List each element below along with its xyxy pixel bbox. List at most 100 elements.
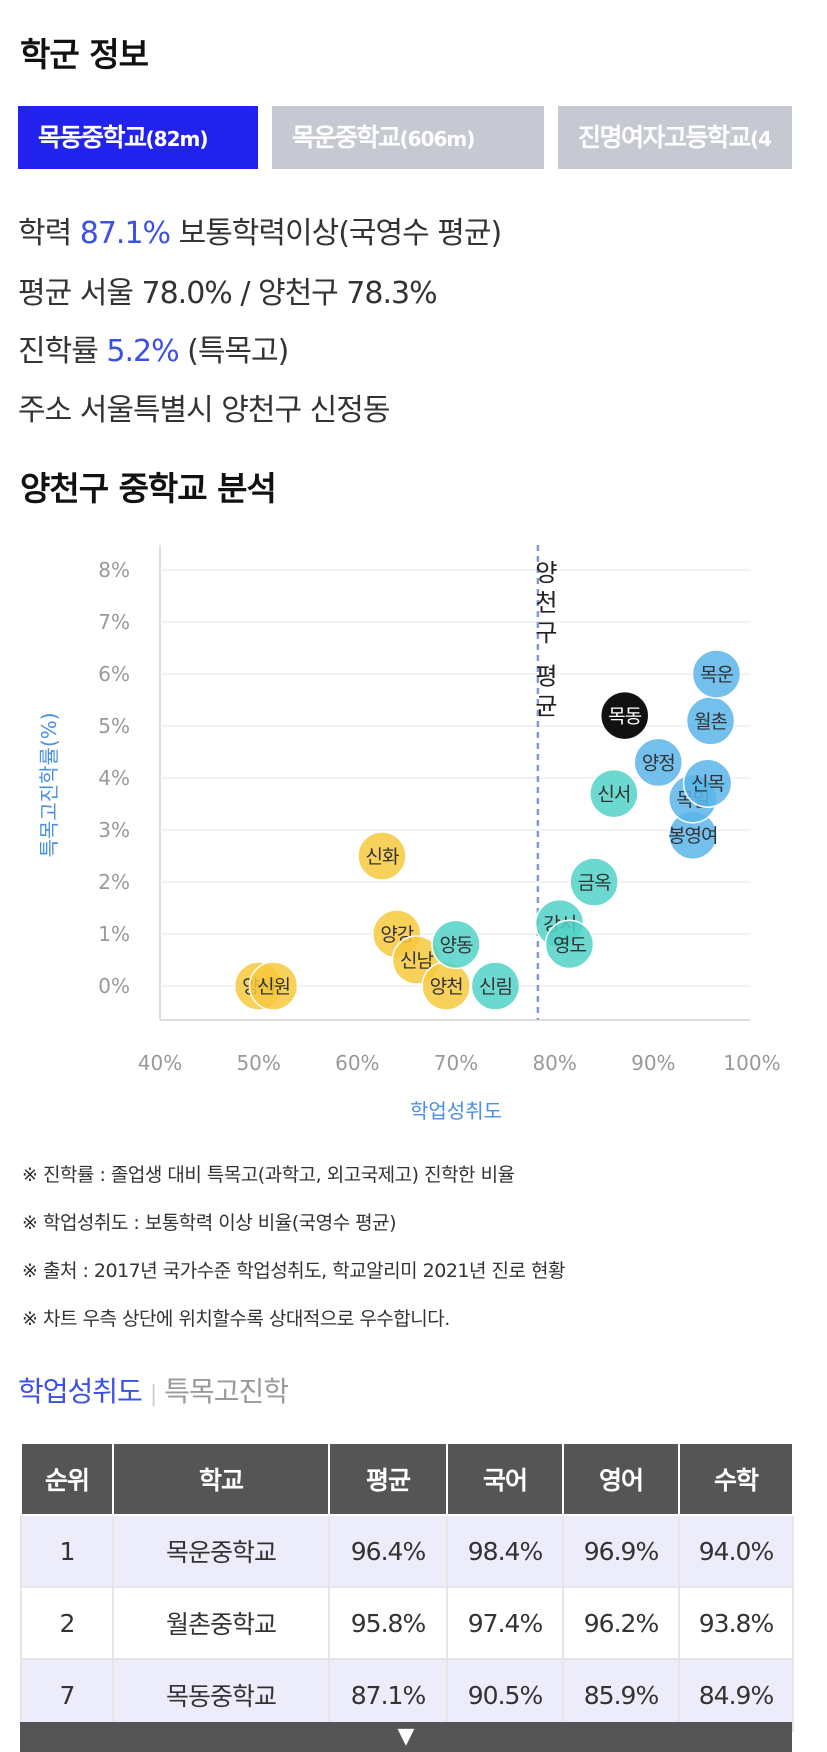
- progress-label: 진학률: [18, 334, 99, 369]
- cell-english: 96.9%: [562, 1514, 680, 1588]
- x-tick-label: 40%: [138, 1051, 182, 1075]
- y-tick-label: 0%: [98, 974, 130, 998]
- progress-desc: (특목고): [187, 334, 289, 369]
- data-point: 양정: [633, 737, 684, 788]
- average-label: 평균: [18, 276, 72, 311]
- cell-school: 월촌중학교: [112, 1586, 330, 1660]
- note-line: ※ 차트 우측 상단에 위치할수록 상대적으로 우수합니다.: [22, 1308, 450, 1330]
- tab-school-name: 목운중학교: [292, 123, 401, 152]
- data-point: 신서: [589, 768, 639, 819]
- header-rank: 순위: [20, 1442, 114, 1516]
- data-point-marker: [357, 831, 407, 881]
- data-point-marker: [682, 758, 733, 808]
- x-tick-label: 50%: [236, 1051, 280, 1075]
- y-tick-label: 3%: [98, 818, 130, 842]
- cell-rank: 2: [20, 1586, 114, 1660]
- tab-school-distance: (82m): [145, 127, 209, 151]
- tab-school-name: 진명여자고등학교: [578, 123, 752, 152]
- tab-school-1[interactable]: 목운중학교(606m): [272, 106, 544, 169]
- data-point-label: 목운: [700, 664, 733, 686]
- cell-rank: 7: [20, 1658, 114, 1732]
- data-point-label: 봉영여: [668, 825, 717, 847]
- tab-school-2[interactable]: 진명여자고등학교(4: [558, 106, 792, 169]
- table-row[interactable]: 2 월촌중학교 95.8% 97.4% 96.2% 93.8%: [20, 1586, 794, 1660]
- subtab-achievement[interactable]: 학업성취도: [18, 1375, 143, 1408]
- tab-school-distance: (606m): [399, 127, 476, 151]
- subtab-special-school[interactable]: 특목고진학: [164, 1375, 289, 1408]
- note-line: ※ 진학률 : 졸업생 대비 특목고(과학고, 외고국제고) 진학한 비율: [22, 1164, 515, 1186]
- cell-math: 94.0%: [678, 1514, 794, 1588]
- chart-reference: 양천구 평균: [530, 545, 558, 1020]
- y-axis-title: 특목고진학률(%): [37, 712, 61, 857]
- y-tick-label: 1%: [98, 922, 130, 946]
- header-math: 수학: [678, 1442, 794, 1516]
- cell-school: 목운중학교: [112, 1514, 330, 1588]
- table-header-row: 순위 학교 평균 국어 영어 수학: [20, 1442, 794, 1516]
- data-point-label: 신화: [366, 846, 399, 868]
- chevron-down-icon: ▼: [397, 1724, 415, 1749]
- cell-math: 84.9%: [678, 1658, 794, 1732]
- data-point-label: 신남: [400, 950, 433, 972]
- x-tick-label: 80%: [532, 1051, 576, 1075]
- data-point-marker: [544, 919, 595, 970]
- data-point-label: 목동: [608, 706, 641, 728]
- data-point-marker: [633, 737, 684, 788]
- data-point: 신림: [470, 961, 521, 1011]
- chart-points: 양서신원신화양강신남양천양동신림강서영도금옥신서양정봉영여목일신목월촌목운목동: [233, 649, 742, 1011]
- x-axis-title: 학업성취도: [410, 1099, 502, 1123]
- data-point-marker: [431, 919, 481, 970]
- y-tick-label: 8%: [98, 558, 130, 582]
- y-tick-label: 6%: [98, 662, 130, 686]
- x-tick-label: 60%: [335, 1051, 379, 1075]
- x-tick-label: 90%: [631, 1051, 675, 1075]
- data-point: 월촌: [685, 696, 736, 746]
- y-tick-label: 4%: [98, 766, 130, 790]
- cell-average: 95.8%: [328, 1586, 448, 1660]
- data-point-label: 영도: [553, 934, 586, 956]
- expand-table-button[interactable]: ▼: [20, 1722, 792, 1752]
- data-point-marker: [599, 690, 650, 741]
- note-line: ※ 출처 : 2017년 국가수준 학업성취도, 학교알리미 2021년 진로 …: [22, 1260, 566, 1282]
- cell-average: 87.1%: [328, 1658, 448, 1732]
- tab-school-0[interactable]: 목동중학교(82m): [18, 106, 258, 169]
- academic-info: 학력 87.1% 보통학력이상(국영수 평균): [18, 208, 503, 252]
- cell-school: 목동중학교: [112, 1658, 330, 1732]
- subtab-separator: |: [149, 1382, 157, 1407]
- data-point: 영도: [544, 919, 595, 970]
- y-tick-label: 5%: [98, 714, 130, 738]
- data-point-marker: [470, 961, 521, 1011]
- data-point-label: 신림: [479, 976, 512, 998]
- data-point: 금옥: [569, 857, 619, 907]
- header-average: 평균: [328, 1442, 448, 1516]
- data-point-label: 양정: [642, 752, 675, 774]
- note-line: ※ 학업성취도 : 보통학력 이상 비율(국영수 평균): [22, 1212, 397, 1234]
- data-point-marker: [248, 961, 299, 1011]
- section-title: 학군 정보: [20, 35, 149, 74]
- chart-notes: ※ 진학률 : 졸업생 대비 특목고(과학고, 외고국제고) 진학한 비율 ※ …: [22, 1160, 566, 1352]
- x-tick-label: 70%: [434, 1051, 478, 1075]
- header-korean: 국어: [446, 1442, 564, 1516]
- data-point-label: 금옥: [578, 872, 611, 894]
- data-point-label: 양천: [430, 976, 463, 998]
- data-point-label: 신서: [597, 784, 630, 806]
- data-point: 봉영여: [668, 810, 719, 860]
- analysis-title: 양천구 중학교 분석: [20, 469, 277, 508]
- reference-line-label: 양천구 평균: [530, 560, 558, 724]
- ranking-subtabs: 학업성취도 | 특목고진학: [18, 1370, 289, 1410]
- address-text: 서울특별시 양천구 신정동: [79, 393, 391, 428]
- cell-english: 96.2%: [562, 1586, 680, 1660]
- table-row[interactable]: 1 목운중학교 96.4% 98.4% 96.9% 94.0%: [20, 1514, 794, 1588]
- progress-value: 5.2%: [106, 334, 179, 369]
- progress-info: 진학률 5.2% (특목고): [18, 326, 289, 370]
- table-row[interactable]: 7 목동중학교 87.1% 90.5% 85.9% 84.9%: [20, 1658, 794, 1732]
- scatter-chart: 양천구 평균 0% 1% 2% 3% 4% 5% 6% 7% 8% 40% 50% 60% 70% 80%…: [37, 545, 781, 1123]
- data-point-label: 신목: [691, 773, 724, 795]
- data-point-marker: [691, 649, 742, 699]
- academic-value: 87.1%: [79, 216, 171, 251]
- data-point: 양천: [421, 961, 471, 1011]
- tab-school-name: 목동중학교: [38, 123, 147, 152]
- x-tick-label: 100%: [723, 1051, 780, 1075]
- academic-desc: 보통학력이상(국영수 평균): [178, 216, 503, 251]
- cell-korean: 97.4%: [446, 1586, 564, 1660]
- average-text: 서울 78.0% / 양천구 78.3%: [79, 276, 438, 311]
